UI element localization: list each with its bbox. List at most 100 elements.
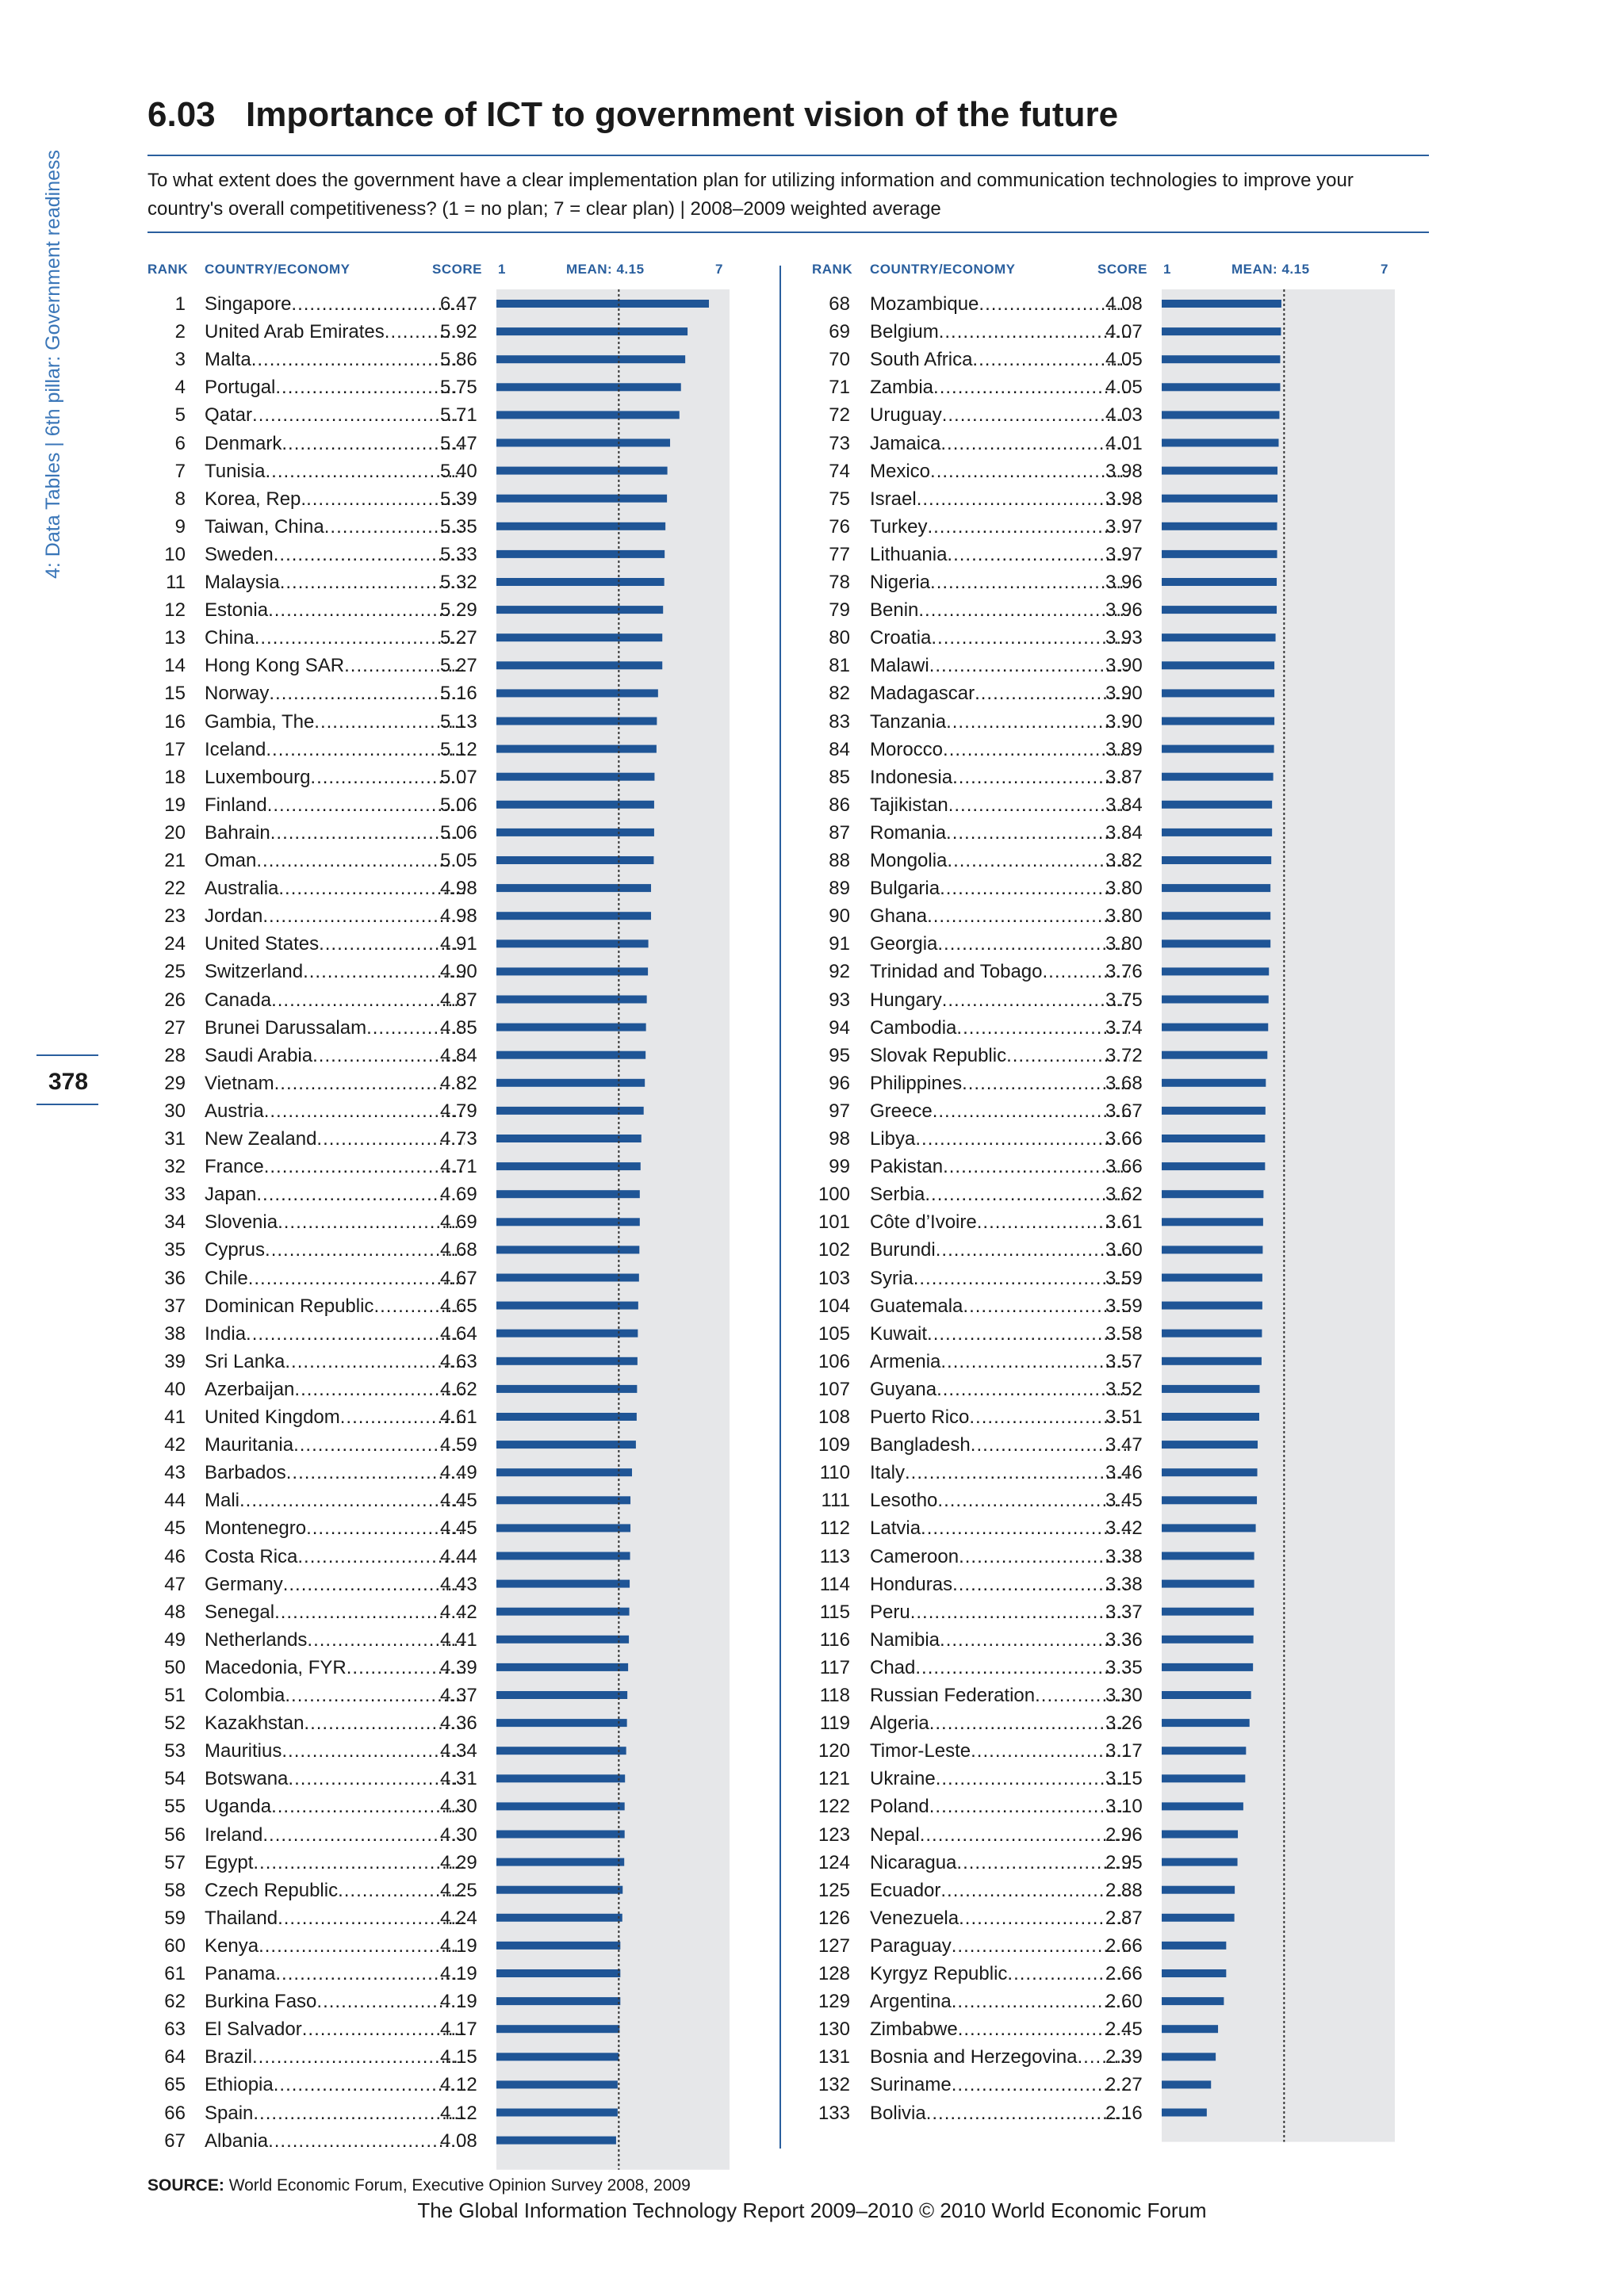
country-name: Macedonia, FYR [205, 1656, 347, 1678]
bar-52 [496, 1719, 627, 1728]
leader-dots: ........................................… [940, 1350, 1130, 1372]
rank-label: 24 [164, 933, 186, 955]
rank-label: 2 [174, 321, 186, 343]
bar-95 [1162, 1050, 1268, 1059]
country-label: Thailand................................… [205, 1904, 465, 1932]
country-name: Norway [205, 683, 270, 705]
country-label: Nigeria.................................… [870, 568, 1130, 596]
leader-dots: ........................................… [285, 1462, 465, 1484]
country-name: Ecuador [870, 1879, 941, 1901]
leader-dots: ........................................… [940, 432, 1130, 454]
leader-dots: ........................................… [306, 1517, 465, 1540]
country-label: Macedonia, FYR..........................… [205, 1654, 465, 1682]
leader-dots: ........................................… [905, 1462, 1130, 1484]
bar-90 [1162, 912, 1271, 920]
rank-label: 1 [174, 293, 186, 315]
bar-87 [1162, 828, 1273, 836]
bar-67 [496, 2136, 616, 2145]
bar-84 [1162, 744, 1274, 753]
score-label: 3.60 [1105, 1239, 1143, 1261]
page-number-rule-bottom [36, 1104, 98, 1105]
bar-77 [1162, 549, 1277, 558]
leader-dots: ........................................… [938, 321, 1130, 343]
country-label: Belgium.................................… [870, 318, 1130, 346]
leader-dots: ........................................… [266, 794, 465, 816]
leader-dots: ........................................… [273, 543, 465, 565]
rank-label: 22 [164, 878, 186, 900]
country-name: Guatemala [870, 1295, 963, 1317]
score-label: 5.07 [440, 766, 477, 788]
country-name: Luxembourg [205, 766, 311, 788]
country-label: India...................................… [205, 1320, 465, 1348]
country-name: Sri Lanka [205, 1350, 285, 1372]
country-name: Brunei Darussalam [205, 1016, 367, 1039]
rank-label: 108 [818, 1406, 850, 1428]
country-label: Trinidad and Tobago.....................… [870, 958, 1130, 985]
score-label: 4.44 [440, 1545, 477, 1567]
rank-label: 11 [166, 572, 186, 593]
leader-dots: ........................................… [384, 321, 465, 343]
country-name: Zambia [870, 377, 934, 399]
country-label: Guyana..................................… [870, 1376, 1130, 1403]
rank-label: 60 [164, 1934, 186, 1957]
col-head-country-right: COUNTRY/ECONOMY [870, 262, 1016, 277]
country-label: Libya...................................… [870, 1125, 1130, 1153]
score-label: 3.84 [1105, 794, 1143, 816]
page-footer: The Global Information Technology Report… [417, 2198, 1207, 2222]
bar-103 [1162, 1273, 1262, 1282]
leader-dots: ........................................… [282, 1573, 465, 1595]
country-name: Serbia [870, 1184, 925, 1206]
country-label: Colombia................................… [205, 1682, 465, 1709]
country-label: Egypt...................................… [205, 1849, 465, 1877]
rank-label: 5 [174, 404, 186, 427]
rank-label: 123 [818, 1823, 850, 1846]
rank-label: 78 [829, 572, 850, 593]
country-name: Malta [205, 349, 251, 371]
rank-label: 119 [819, 1712, 850, 1735]
bar-16 [496, 717, 657, 725]
country-name: Denmark [205, 432, 282, 454]
country-label: Malta...................................… [205, 346, 465, 373]
score-label: 3.98 [1105, 460, 1143, 482]
country-name: Nicaragua [870, 1851, 957, 1873]
country-label: Brazil..................................… [205, 2043, 465, 2071]
leader-dots: ........................................… [278, 1907, 465, 1929]
country-name: South Africa [870, 349, 973, 371]
country-label: Iceland.................................… [205, 736, 465, 763]
rank-label: 57 [164, 1851, 186, 1873]
leader-dots: ........................................… [285, 1350, 465, 1372]
country-name: Peru [870, 1601, 910, 1623]
rank-label: 37 [164, 1295, 186, 1317]
leader-dots: ........................................… [293, 1434, 465, 1456]
score-label: 4.59 [440, 1434, 477, 1456]
score-label: 4.03 [1105, 404, 1143, 427]
score-label: 4.73 [440, 1128, 477, 1150]
leader-dots: ........................................… [339, 1406, 465, 1428]
country-label: Bangladesh..............................… [870, 1431, 1130, 1459]
source-text: World Economic Forum, Executive Opinion … [228, 2176, 691, 2195]
country-name: Mongolia [870, 850, 948, 871]
country-name: Pakistan [870, 1156, 944, 1178]
leader-dots: ........................................… [975, 683, 1130, 705]
section-number: 6.03 [147, 95, 216, 134]
score-label: 4.30 [440, 1823, 477, 1846]
bar-74 [1162, 466, 1278, 475]
rank-label: 109 [818, 1434, 850, 1456]
rank-label: 99 [829, 1156, 850, 1178]
leader-dots: ........................................… [940, 878, 1130, 900]
country-name: Azerbaijan [205, 1378, 295, 1400]
bar-109 [1162, 1441, 1258, 1449]
rank-label: 64 [164, 2046, 186, 2068]
leader-dots: ........................................… [273, 2074, 465, 2096]
country-name: Sweden [205, 543, 274, 565]
bar-7 [496, 466, 668, 475]
bar-83 [1162, 717, 1275, 725]
country-label: Finland.................................… [205, 791, 465, 819]
country-name: Bulgaria [870, 878, 940, 900]
leader-dots: ........................................… [275, 377, 465, 399]
country-label: Portugal................................… [205, 373, 465, 401]
country-name: Ukraine [870, 1768, 936, 1790]
score-label: 6.47 [440, 293, 477, 315]
country-label: Nepal...................................… [870, 1821, 1130, 1849]
bar-98 [1162, 1135, 1266, 1142]
